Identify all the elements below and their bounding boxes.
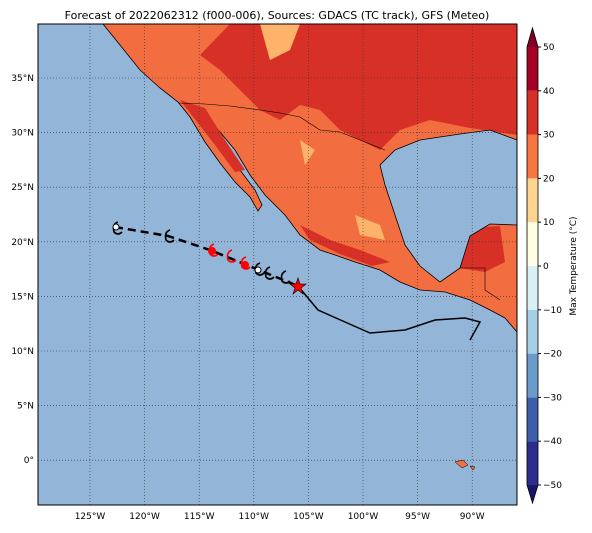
colorbar-tick-label: −20 <box>543 350 562 360</box>
colorbar-tick-label: −40 <box>543 437 562 447</box>
colorbar-extend <box>527 485 538 503</box>
lat-tick-label: 25°N <box>11 183 34 193</box>
colorbar-tick-label: 10 <box>543 218 555 228</box>
map-area <box>38 24 517 505</box>
colorbar-band <box>527 90 538 135</box>
lat-tick-label: 20°N <box>11 238 34 248</box>
lat-tick-label: 35°N <box>11 74 34 84</box>
lon-tick-label: 90°W <box>460 512 485 522</box>
colorbar-tick-label: 30 <box>543 131 555 141</box>
colorbar-band <box>527 353 538 398</box>
lat-tick-label: 10°N <box>11 347 34 357</box>
colorbar-band <box>527 134 538 179</box>
colorbar-tick-label: −50 <box>543 481 562 491</box>
lon-tick-label: 100°W <box>348 512 379 522</box>
lon-tick-label: 110°W <box>239 512 270 522</box>
lat-tick-label: 15°N <box>11 292 34 302</box>
colorbar-tick-label: −10 <box>543 306 562 316</box>
colorbar-band <box>527 222 538 266</box>
colorbar-tick-label: 40 <box>543 87 555 97</box>
lon-tick-label: 120°W <box>129 512 160 522</box>
lat-tick-label: 5°N <box>17 402 34 412</box>
colorbar-tick-label: −30 <box>543 393 562 403</box>
lat-tick-label: 0° <box>24 456 34 466</box>
map-frame <box>37 23 518 506</box>
title: Forecast of 2022062312 (f000-006), Sourc… <box>65 9 490 22</box>
lon-tick-label: 125°W <box>75 512 106 522</box>
colorbar-band <box>527 309 538 354</box>
colorbar-label: Max Temperature (°C) <box>569 216 579 315</box>
colorbar: −50 −40 −30 −20 −10 0 10 20 30 40 50 Max Temperatur… <box>526 26 579 505</box>
colorbar-tick-label: 20 <box>543 174 555 184</box>
lon-tick-label: 115°W <box>184 512 215 522</box>
colorbar-band <box>527 441 538 485</box>
colorbar-extend <box>527 28 538 47</box>
colorbar-band <box>527 266 538 310</box>
colorbar-band <box>527 397 538 442</box>
colorbar-band <box>527 47 538 91</box>
lon-tick-label: 105°W <box>293 512 324 522</box>
colorbar-band <box>527 178 538 223</box>
colorbar-tick-label: 0 <box>543 262 549 272</box>
lon-tick-label: 95°W <box>405 512 430 522</box>
colorbar-tick-label: 50 <box>543 43 555 53</box>
lat-tick-label: 30°N <box>11 129 34 139</box>
